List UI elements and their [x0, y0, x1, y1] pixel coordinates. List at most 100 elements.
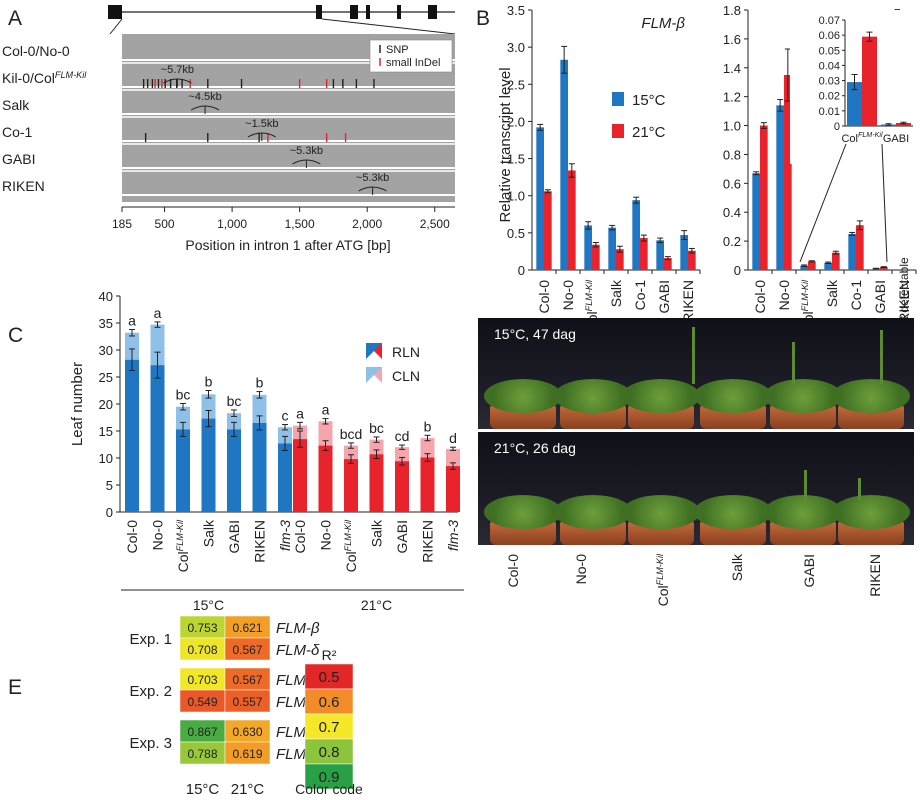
c-cln-bar [227, 413, 241, 430]
plant-rosette [832, 495, 910, 529]
b2-inset-y-tick-label: 0.06 [819, 30, 840, 42]
c-significance-letter: a [128, 312, 136, 328]
flowering-stem [692, 327, 695, 384]
heatmap-value: 0.567 [232, 643, 262, 657]
heatmap-row-gene: FLM-δ [276, 642, 320, 659]
c-significance-letter: b [205, 374, 213, 390]
b1-legend-swatch-21c [612, 124, 624, 138]
c-x-tick-label: No-0 [318, 520, 334, 551]
legend-snp-label: SNP [386, 44, 409, 56]
b2-bar [752, 173, 760, 270]
c-significance-letter: bc [369, 420, 384, 436]
b2-bar [776, 105, 784, 270]
c-rln-bar [201, 418, 216, 512]
plant-rosette [484, 379, 562, 413]
c-y-axis-title: Leaf number [69, 362, 86, 446]
c-rln-bar [369, 454, 384, 512]
b2-x-tick-label: Salk [824, 279, 840, 307]
c-x-tick-label: No-0 [150, 520, 166, 551]
c-group-label: 21°C [361, 597, 392, 613]
b1-y-tick-label: 3.0 [507, 40, 525, 55]
heatmap-row-exp: Exp. 1 [129, 631, 172, 648]
c-cln-bar [446, 448, 460, 467]
plant-rosette [694, 495, 772, 529]
c-x-tick-label: ColFLM-Kil [343, 519, 359, 572]
b2-x-tick-label: Col-0 [752, 280, 768, 314]
scale-value: 0.8 [319, 744, 340, 761]
b1-bar [608, 227, 616, 270]
c-rln-bar [176, 429, 190, 512]
panel-label-e: E [8, 676, 22, 699]
c-y-tick-label: 40 [99, 289, 113, 304]
b1-x-tick-label: GABI [656, 280, 672, 313]
row-label: Salk [2, 97, 30, 113]
scale-value: 0.5 [319, 669, 340, 686]
photo-caption-21c: 21°C, 26 dag [494, 440, 576, 456]
c-y-tick-label: 5 [106, 478, 113, 493]
c-x-tick-label: RIKEN [420, 520, 436, 563]
plant-rosette [622, 495, 700, 529]
flowering-stem [792, 342, 795, 384]
c-x-tick-label: Salk [369, 519, 385, 547]
b2-inset-y-tick-label: 0.04 [819, 60, 840, 72]
b2-inset-y-tick-label: 0.01 [819, 106, 840, 118]
b2-y-tick-label: 0.8 [723, 147, 741, 162]
b1-bar [664, 258, 672, 270]
c-x-tick-label: RIKEN [252, 520, 268, 563]
b1-x-tick-label: Co-1 [632, 280, 648, 311]
scale-value: 0.9 [319, 769, 340, 786]
scale-value: 0.7 [319, 719, 340, 736]
heatmap-cell [224, 689, 271, 713]
c-x-tick-label: flm-3 [445, 520, 461, 551]
c-legend-cln-blue [366, 367, 382, 383]
c-rln-bar [150, 365, 165, 512]
insertion-label: ~5.3kb [356, 172, 389, 184]
b2-inset-x-tick-label: GABI [883, 133, 909, 145]
b2-bar [800, 265, 808, 270]
b1-x-tick-label: RIKEN [680, 280, 696, 323]
b2-inset-y-tick-label: 0.05 [819, 45, 840, 57]
d-genotype-label: RIKEN [867, 554, 883, 597]
c-x-tick-label: GABI [226, 520, 242, 553]
plant-rosette [484, 495, 562, 529]
b2-bar [880, 267, 888, 270]
b2-x-tick-label: RIKEN [896, 280, 912, 323]
b2-y-tick-label: 1.0 [723, 119, 741, 134]
plant-rosette [622, 379, 700, 413]
x-tick-label-a: 1,500 [285, 217, 315, 231]
c-cln-bar [420, 438, 435, 458]
c-significance-letter: bcd [340, 426, 363, 442]
c-cln-bar [201, 394, 216, 419]
heatmap-value: 0.867 [187, 725, 217, 739]
c-cln-bar [278, 427, 292, 444]
plant-rosette [554, 379, 632, 413]
c-significance-letter: bc [176, 386, 191, 402]
c-cln-bar [150, 324, 165, 366]
b1-bar [584, 225, 592, 270]
b2-inset-x-tick-label: ColFLM-Kil [841, 131, 883, 145]
c-rln-bar [252, 422, 267, 512]
c-x-tick-label: flm-3 [277, 520, 293, 551]
b2-x-tick-label: Co-1 [848, 280, 864, 311]
scale-label: Color code [295, 781, 363, 797]
b2-inset-bar [847, 82, 862, 126]
heatmap-value: 0.703 [187, 673, 217, 687]
c-rln-bar [344, 459, 358, 512]
heatmap-value: 0.619 [232, 747, 262, 761]
flowering-stem [804, 470, 807, 500]
zoom-line-right [321, 18, 456, 35]
b2-bar [784, 75, 792, 270]
c-rln-bar [395, 461, 409, 512]
b1-y-tick-label: 0.5 [507, 226, 525, 241]
c-cln-bar [318, 421, 333, 446]
exon-box [316, 5, 322, 19]
b1-bar [568, 170, 576, 270]
plant-rosette [554, 495, 632, 529]
c-cln-bar [125, 332, 139, 360]
b1-title: FLM-β [641, 15, 685, 32]
heatmap-cell [224, 741, 271, 765]
exon-box [397, 5, 401, 19]
c-cln-bar [395, 447, 409, 462]
c-significance-letter: a [154, 305, 162, 321]
row-label: Kil-0/ColFLM-Kil [2, 70, 87, 86]
